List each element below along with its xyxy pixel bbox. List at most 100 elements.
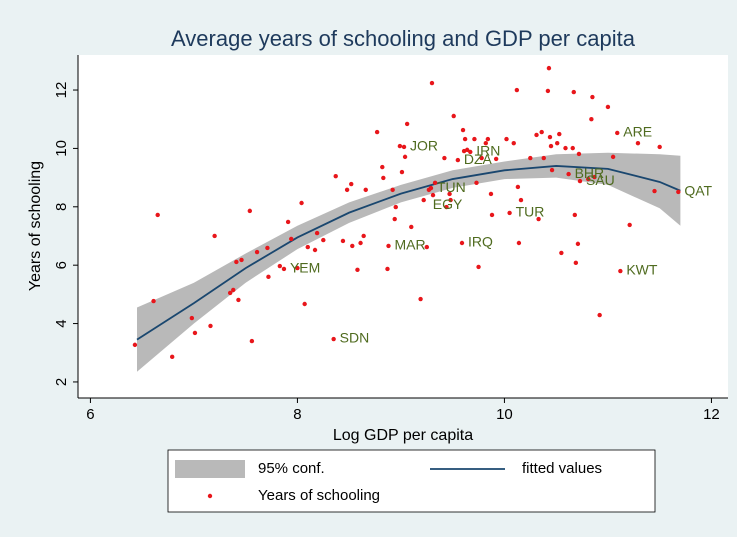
data-point: [472, 136, 477, 142]
data-point: [247, 208, 253, 214]
legend-swatch: [175, 460, 245, 478]
data-point: [539, 129, 544, 135]
data-point: [488, 191, 494, 197]
data-point: [227, 290, 233, 296]
data-point: [189, 315, 195, 321]
data-point: [386, 243, 391, 249]
data-point: [518, 197, 524, 203]
data-point: [448, 197, 453, 203]
data-point: [340, 238, 346, 244]
data-point: [507, 210, 512, 216]
data-point: [575, 241, 581, 247]
data-point: [295, 265, 300, 271]
data-point: [528, 155, 533, 161]
data-point: [265, 245, 270, 251]
fitted-line: [136, 165, 681, 341]
data-point: [455, 157, 461, 163]
data-point: [254, 249, 260, 255]
data-point: [479, 155, 484, 161]
data-point: [514, 87, 520, 93]
legend-swatch: [207, 493, 213, 499]
data-point: [361, 233, 366, 239]
confidence-band: [136, 152, 681, 372]
data-point: [571, 89, 576, 95]
data-point: [234, 259, 239, 265]
point-label: BHR: [575, 165, 605, 181]
data-point: [312, 247, 318, 253]
data-point: [358, 240, 363, 246]
data-point: [586, 176, 591, 182]
data-point: [476, 264, 481, 270]
plot-background: [78, 55, 728, 398]
data-point: [418, 296, 423, 302]
data-point: [559, 250, 564, 256]
x-axis-label: Log GDP per capita: [333, 427, 473, 444]
data-point: [404, 121, 410, 127]
data-point: [428, 185, 434, 191]
data-point: [635, 140, 641, 146]
data-point: [451, 113, 456, 119]
point-label: IRN: [476, 143, 500, 159]
data-point: [493, 156, 499, 162]
data-point: [390, 187, 395, 193]
data-point: [555, 140, 560, 146]
data-point: [393, 204, 398, 210]
point-label: IRQ: [468, 234, 493, 250]
data-point: [314, 230, 320, 236]
x-tick-label: 12: [703, 406, 720, 423]
data-point: [468, 149, 473, 155]
data-point: [541, 155, 546, 161]
data-point: [536, 216, 541, 222]
data-point: [277, 263, 283, 269]
data-point: [483, 140, 489, 146]
data-point: [589, 117, 594, 122]
y-tick-label: 12: [53, 82, 70, 99]
data-point: [155, 212, 160, 218]
data-point: [577, 178, 583, 184]
data-point: [397, 143, 403, 149]
data-point: [563, 145, 568, 151]
data-point: [460, 127, 466, 133]
y-tick-label: 10: [53, 140, 70, 157]
y-tick-label: 6: [53, 261, 70, 269]
point-label: JOR: [410, 138, 438, 154]
data-point: [401, 144, 407, 150]
point-label: MAR: [395, 237, 426, 253]
data-point: [430, 192, 436, 198]
data-point: [590, 94, 595, 100]
data-point: [444, 204, 449, 210]
data-point: [572, 212, 578, 218]
data-point: [333, 173, 338, 179]
data-point: [557, 131, 562, 137]
data-point: [281, 266, 287, 272]
data-point: [597, 312, 602, 318]
data-point: [485, 136, 491, 142]
data-point: [239, 257, 244, 263]
data-point: [546, 65, 552, 71]
y-tick-label: 2: [53, 378, 70, 386]
data-point: [447, 191, 452, 197]
data-point: [549, 167, 555, 173]
data-point: [231, 287, 236, 293]
point-label: YEM: [290, 260, 320, 276]
data-point: [350, 243, 355, 249]
point-label: KWT: [626, 262, 658, 278]
data-point: [547, 134, 553, 140]
data-point: [511, 140, 516, 146]
data-point: [462, 136, 468, 142]
data-point: [208, 323, 213, 329]
data-point: [576, 151, 582, 157]
data-point: [627, 222, 632, 228]
point-label: TUN: [437, 179, 466, 195]
data-point: [266, 274, 271, 280]
x-tick-label: 10: [496, 406, 513, 423]
data-point: [504, 136, 509, 142]
data-point: [489, 212, 495, 218]
data-point: [424, 244, 430, 250]
data-point: [409, 224, 414, 230]
data-point: [652, 188, 657, 194]
data-point: [610, 154, 616, 160]
data-point: [402, 154, 408, 160]
data-point: [302, 301, 307, 307]
